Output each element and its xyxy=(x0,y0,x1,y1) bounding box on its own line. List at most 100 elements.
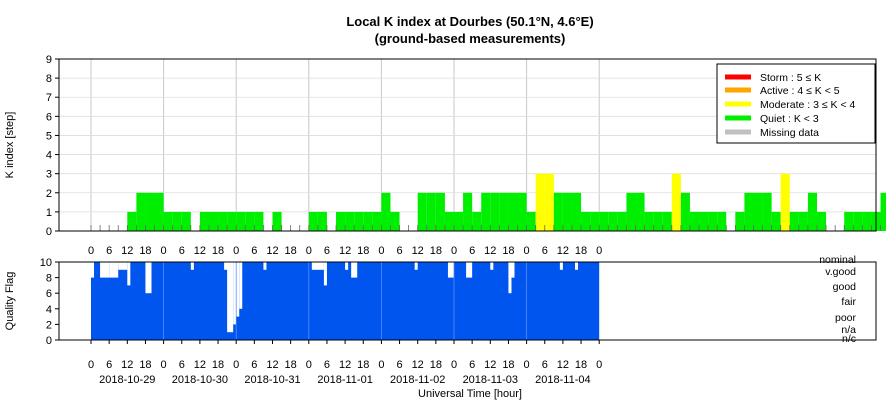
k-xtick-label: 18 xyxy=(212,245,224,257)
k-bar xyxy=(762,192,772,231)
quality-dip xyxy=(311,262,324,270)
k-bar xyxy=(172,211,182,231)
quality-dip xyxy=(466,262,473,278)
x-axis-label: Universal Time [hour] xyxy=(418,388,522,400)
k-xtick-label: 12 xyxy=(194,245,206,257)
k-xtick-label: 12 xyxy=(121,245,133,257)
quality-flag-label: n/c xyxy=(842,333,856,345)
quality-ytick-label: 2 xyxy=(46,319,52,331)
k-bar xyxy=(381,192,391,231)
k-ytick-label: 5 xyxy=(46,130,52,142)
quality-xtick-label: 0 xyxy=(596,359,602,371)
k-bar xyxy=(254,211,264,231)
k-xtick-label: 6 xyxy=(542,245,548,257)
k-bar xyxy=(717,211,727,231)
quality-dip xyxy=(227,262,234,333)
legend-label-missing: Missing data xyxy=(760,127,819,139)
k-bar xyxy=(145,192,155,231)
k-xtick-label: 0 xyxy=(378,245,384,257)
quality-flag-label: good xyxy=(833,281,857,293)
k-bar xyxy=(417,192,427,231)
k-bar xyxy=(807,192,817,231)
k-xtick-label: 18 xyxy=(357,245,369,257)
quality-dip xyxy=(575,262,579,270)
k-bar xyxy=(345,211,355,231)
k-xtick-label: 12 xyxy=(412,245,424,257)
k-ytick-label: 9 xyxy=(46,54,52,66)
k-bar xyxy=(771,211,781,231)
k-bar xyxy=(363,211,373,231)
k-bar xyxy=(481,192,491,231)
k-xtick-label: 18 xyxy=(139,245,151,257)
k-bar xyxy=(199,211,209,231)
quality-flag-label: fair xyxy=(841,296,856,308)
k-bar xyxy=(227,211,237,231)
k-bar xyxy=(817,211,827,231)
k-index-ylabel: K index [step] xyxy=(4,112,16,179)
k-bar xyxy=(562,192,572,231)
date-label: 2018-10-29 xyxy=(99,374,155,386)
date-label: 2018-11-01 xyxy=(317,374,372,386)
k-bar xyxy=(354,211,364,231)
quality-flag-label: v.good xyxy=(825,266,856,278)
k-ytick-label: 7 xyxy=(46,92,52,104)
k-ytick-label: 3 xyxy=(46,169,52,181)
quality-xtick-label: 0 xyxy=(524,359,530,371)
quality-xtick-label: 18 xyxy=(139,359,151,371)
quality-dip xyxy=(447,262,454,278)
quality-xtick-label: 0 xyxy=(161,359,167,371)
k-bar xyxy=(617,211,627,231)
k-bar xyxy=(753,192,763,231)
k-bar xyxy=(336,211,346,231)
quality-dip xyxy=(559,262,563,270)
quality-xtick-label: 18 xyxy=(430,359,442,371)
quality-dip xyxy=(611,262,618,278)
k-bar xyxy=(444,211,454,231)
k-xtick-label: 12 xyxy=(339,245,351,257)
k-bar xyxy=(517,192,527,231)
k-xtick-label: 18 xyxy=(285,245,297,257)
quality-xtick-label: 6 xyxy=(469,359,475,371)
k-bar xyxy=(581,211,591,231)
k-xtick-label: 0 xyxy=(596,245,602,257)
k-bar xyxy=(136,192,146,231)
quality-dip xyxy=(100,262,110,278)
quality-xtick-label: 6 xyxy=(251,359,257,371)
x-axis: 0066121218180066121218180066121218180066… xyxy=(88,245,602,386)
legend: Storm : 5 ≤ K Active : 4 ≤ K < 5 Moderat… xyxy=(716,63,876,144)
k-bar xyxy=(426,192,436,231)
chart-subtitle: (ground-based measurements) xyxy=(375,31,566,46)
k-bar xyxy=(844,211,854,231)
quality-dip xyxy=(236,262,240,317)
quality-xtick-label: 0 xyxy=(451,359,457,371)
k-bar xyxy=(553,192,563,231)
k-bar xyxy=(490,192,500,231)
k-bar xyxy=(245,211,255,231)
k-bar xyxy=(272,211,282,231)
k-bar xyxy=(208,211,219,231)
quality-dip xyxy=(414,262,418,270)
quality-flag-label: n/a xyxy=(841,324,856,336)
quality-xtick-label: 18 xyxy=(212,359,224,371)
k-ytick-label: 0 xyxy=(46,226,52,238)
k-bar xyxy=(127,211,137,231)
k-xtick-label: 0 xyxy=(524,245,530,257)
k-xtick-label: 0 xyxy=(88,245,94,257)
quality-xtick-label: 12 xyxy=(339,359,351,371)
legend-label-storm: Storm : 5 ≤ K xyxy=(760,72,821,84)
k-bar xyxy=(735,211,745,231)
k-bar xyxy=(390,211,400,231)
quality-xtick-label: 12 xyxy=(266,359,278,371)
quality-dip xyxy=(145,262,152,294)
k-bar xyxy=(526,211,536,231)
k-plot-frame xyxy=(58,58,877,232)
quality-dip xyxy=(118,262,128,270)
quality-plot-frame xyxy=(58,261,877,341)
date-label: 2018-11-03 xyxy=(463,374,518,386)
k-bar xyxy=(853,211,863,231)
legend-label-moderate: Moderate : 3 ≤ K < 4 xyxy=(760,99,856,111)
k-xtick-label: 18 xyxy=(575,245,587,257)
quality-ytick-label: 4 xyxy=(46,304,52,316)
date-label: 2018-11-02 xyxy=(390,374,445,386)
